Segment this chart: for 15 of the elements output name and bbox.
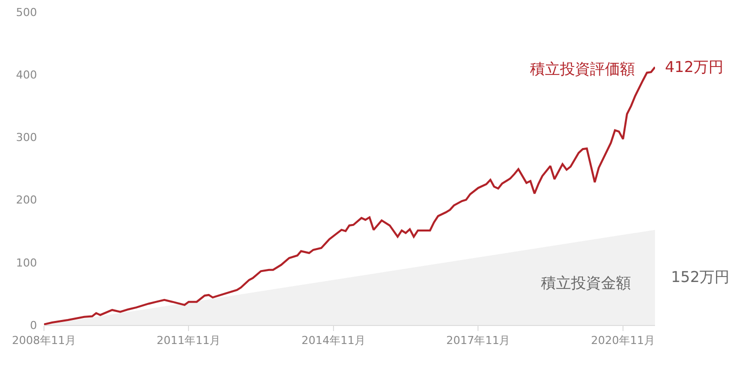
y-tick-label: 200: [16, 194, 37, 207]
x-tick-label: 2011年11月: [156, 334, 221, 348]
x-tick-label: 2017年11月: [446, 334, 510, 348]
annotation: 412万円: [665, 58, 724, 76]
series-label: 積立投資金額: [541, 274, 631, 292]
y-tick-label: 100: [16, 256, 37, 270]
y-tick-label: 500: [16, 6, 37, 19]
x-tick-label: 2020年11月: [591, 334, 656, 348]
y-tick-label: 300: [16, 131, 37, 144]
x-tick-label: 2008年11月: [12, 334, 76, 348]
y-tick-label: 400: [16, 68, 37, 82]
y-tick-label: 0: [30, 318, 37, 332]
x-tick-label: 2014年11月: [301, 334, 366, 348]
series-label: 積立投資評価額: [530, 60, 635, 78]
text: 152万円: [671, 268, 730, 286]
